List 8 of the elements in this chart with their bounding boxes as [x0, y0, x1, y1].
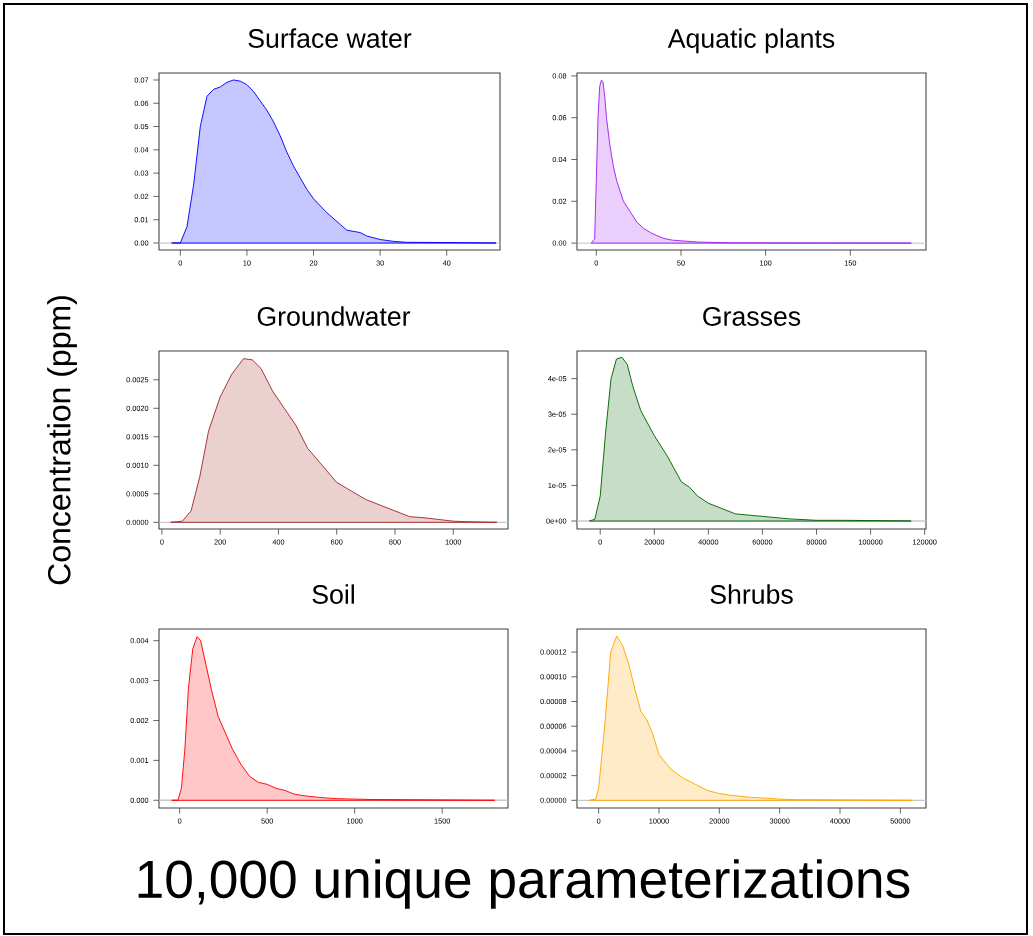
- chart-title: Shrubs: [710, 584, 793, 604]
- chart-title: Surface water: [248, 28, 412, 48]
- chart-title: Soil: [312, 584, 354, 604]
- chart-title: Groundwater: [257, 306, 411, 326]
- y-axis-title: Concentration (ppm): [47, 296, 77, 585]
- x-axis-title: 10,000 unique parameterizations: [138, 859, 910, 909]
- chart-title: Grasses: [703, 307, 801, 326]
- chart-title: Aquatic plants: [667, 28, 835, 54]
